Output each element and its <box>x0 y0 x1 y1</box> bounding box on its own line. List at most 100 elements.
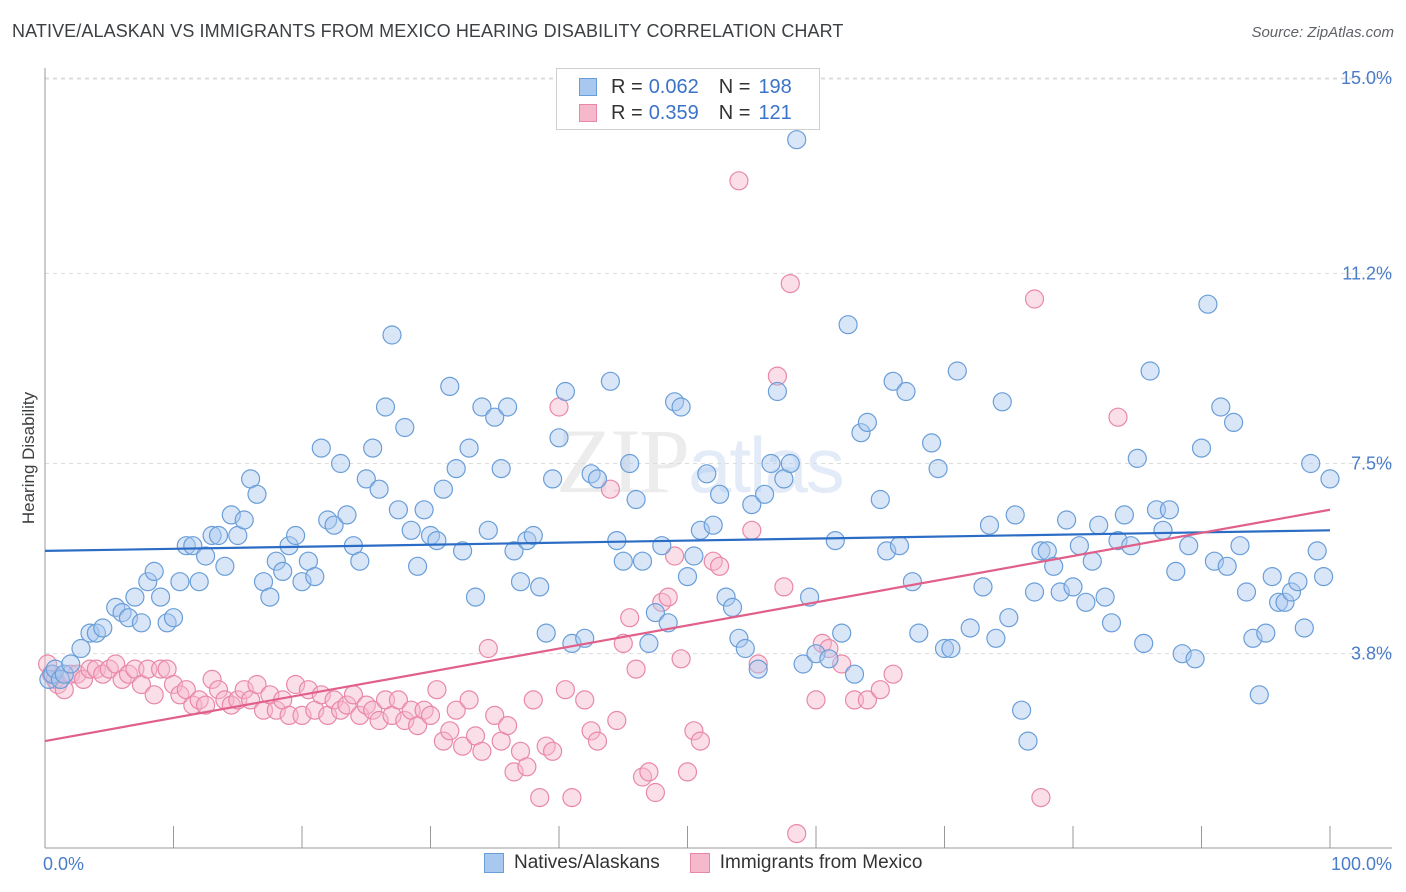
natives-point <box>498 397 518 417</box>
natives-point <box>202 525 222 546</box>
natives-point <box>1179 536 1199 556</box>
natives-point <box>748 659 768 679</box>
immigrants-trend-line <box>44 508 1331 743</box>
natives-point <box>1275 592 1295 612</box>
y-tick-label: 11.2% <box>1342 263 1392 283</box>
natives-point <box>510 572 531 592</box>
natives-point <box>414 500 434 520</box>
immigrants-point <box>645 782 666 803</box>
natives-point <box>1011 700 1032 720</box>
natives-point <box>1320 469 1340 489</box>
y-tick-label: 3.8% <box>1351 644 1392 664</box>
natives-point <box>992 392 1012 412</box>
immigrants-point <box>671 649 691 669</box>
natives-point <box>645 602 666 623</box>
natives-point <box>844 664 865 684</box>
immigrants-point <box>684 721 704 741</box>
natives-point <box>446 459 466 479</box>
natives-point <box>838 315 858 335</box>
natives-point <box>832 623 852 643</box>
natives-point <box>1159 500 1180 520</box>
natives-point <box>909 623 929 643</box>
legend-item-natives[interactable]: Natives/Alaskans <box>484 852 660 874</box>
natives-point <box>1024 582 1045 602</box>
natives-point <box>485 407 505 427</box>
natives-point <box>318 510 338 530</box>
natives-point <box>453 541 473 561</box>
natives-point <box>266 551 286 571</box>
natives-point <box>1089 515 1109 535</box>
natives-point <box>742 495 762 515</box>
immigrants-point <box>626 659 646 679</box>
natives-point <box>896 381 916 402</box>
natives-point <box>183 536 203 556</box>
natives-point <box>292 572 312 592</box>
natives-point <box>754 484 775 504</box>
natives-point <box>350 551 370 571</box>
natives-point <box>234 510 254 530</box>
immigrants-point <box>620 608 640 628</box>
natives-point <box>1050 582 1070 602</box>
natives-point <box>331 453 351 474</box>
natives-point <box>1166 561 1186 582</box>
immigrants-point <box>440 721 460 741</box>
natives-point <box>157 613 177 633</box>
immigrants-point <box>292 705 312 726</box>
natives-point <box>93 618 113 638</box>
natives-point <box>555 381 576 402</box>
immigrants-point <box>1024 289 1045 309</box>
natives-point <box>1223 412 1244 432</box>
natives-point <box>1230 536 1250 556</box>
immigrants-point <box>523 690 543 710</box>
natives-point <box>703 515 723 535</box>
natives-point <box>163 608 184 628</box>
natives-point <box>144 561 164 582</box>
natives-point <box>106 597 126 618</box>
natives-point <box>1217 556 1237 576</box>
natives-point <box>530 577 550 597</box>
immigrants-point <box>112 669 132 690</box>
legend-r-value: 0.359 <box>648 101 699 124</box>
natives-point <box>1005 505 1025 525</box>
legend-r-label: R = <box>611 101 643 124</box>
watermark-zip: ZIP <box>556 410 690 512</box>
immigrants-point <box>530 787 550 808</box>
immigrants-point <box>562 787 582 808</box>
natives-point <box>1114 505 1135 525</box>
chart-title: NATIVE/ALASKAN VS IMMIGRANTS FROM MEXICO… <box>12 21 844 41</box>
immigrants-points-layer <box>37 78 1128 844</box>
immigrants-point <box>575 690 595 710</box>
legend-swatch-natives <box>579 78 597 96</box>
natives-point <box>613 551 633 571</box>
natives-point <box>722 597 743 618</box>
natives-point <box>408 556 428 576</box>
natives-point <box>1249 685 1269 705</box>
natives-point <box>735 638 755 659</box>
natives-point <box>1031 541 1051 561</box>
natives-point <box>819 649 839 669</box>
natives-point <box>1281 582 1302 602</box>
natives-point <box>472 397 492 417</box>
legend-label-natives: Natives/Alaskans <box>514 852 660 873</box>
natives-point <box>45 659 65 679</box>
immigrants-point <box>787 823 807 844</box>
natives-point <box>433 479 453 499</box>
natives-point <box>729 628 749 648</box>
natives-point <box>324 515 344 535</box>
immigrants-point <box>266 700 286 720</box>
immigrants-point <box>234 680 254 700</box>
natives-point <box>215 556 235 576</box>
natives-point <box>825 530 845 551</box>
legend-item-immigrants[interactable]: Immigrants from Mexico <box>689 852 922 874</box>
immigrants-point <box>677 762 698 782</box>
y-axis-label: Hearing Disability <box>19 391 38 524</box>
immigrants-point <box>247 674 267 695</box>
immigrants-point <box>729 171 749 191</box>
immigrants-point <box>780 274 800 294</box>
natives-point <box>517 530 537 551</box>
natives-point <box>652 536 672 556</box>
legend-r-value: 0.062 <box>648 75 699 98</box>
natives-point <box>395 417 415 438</box>
